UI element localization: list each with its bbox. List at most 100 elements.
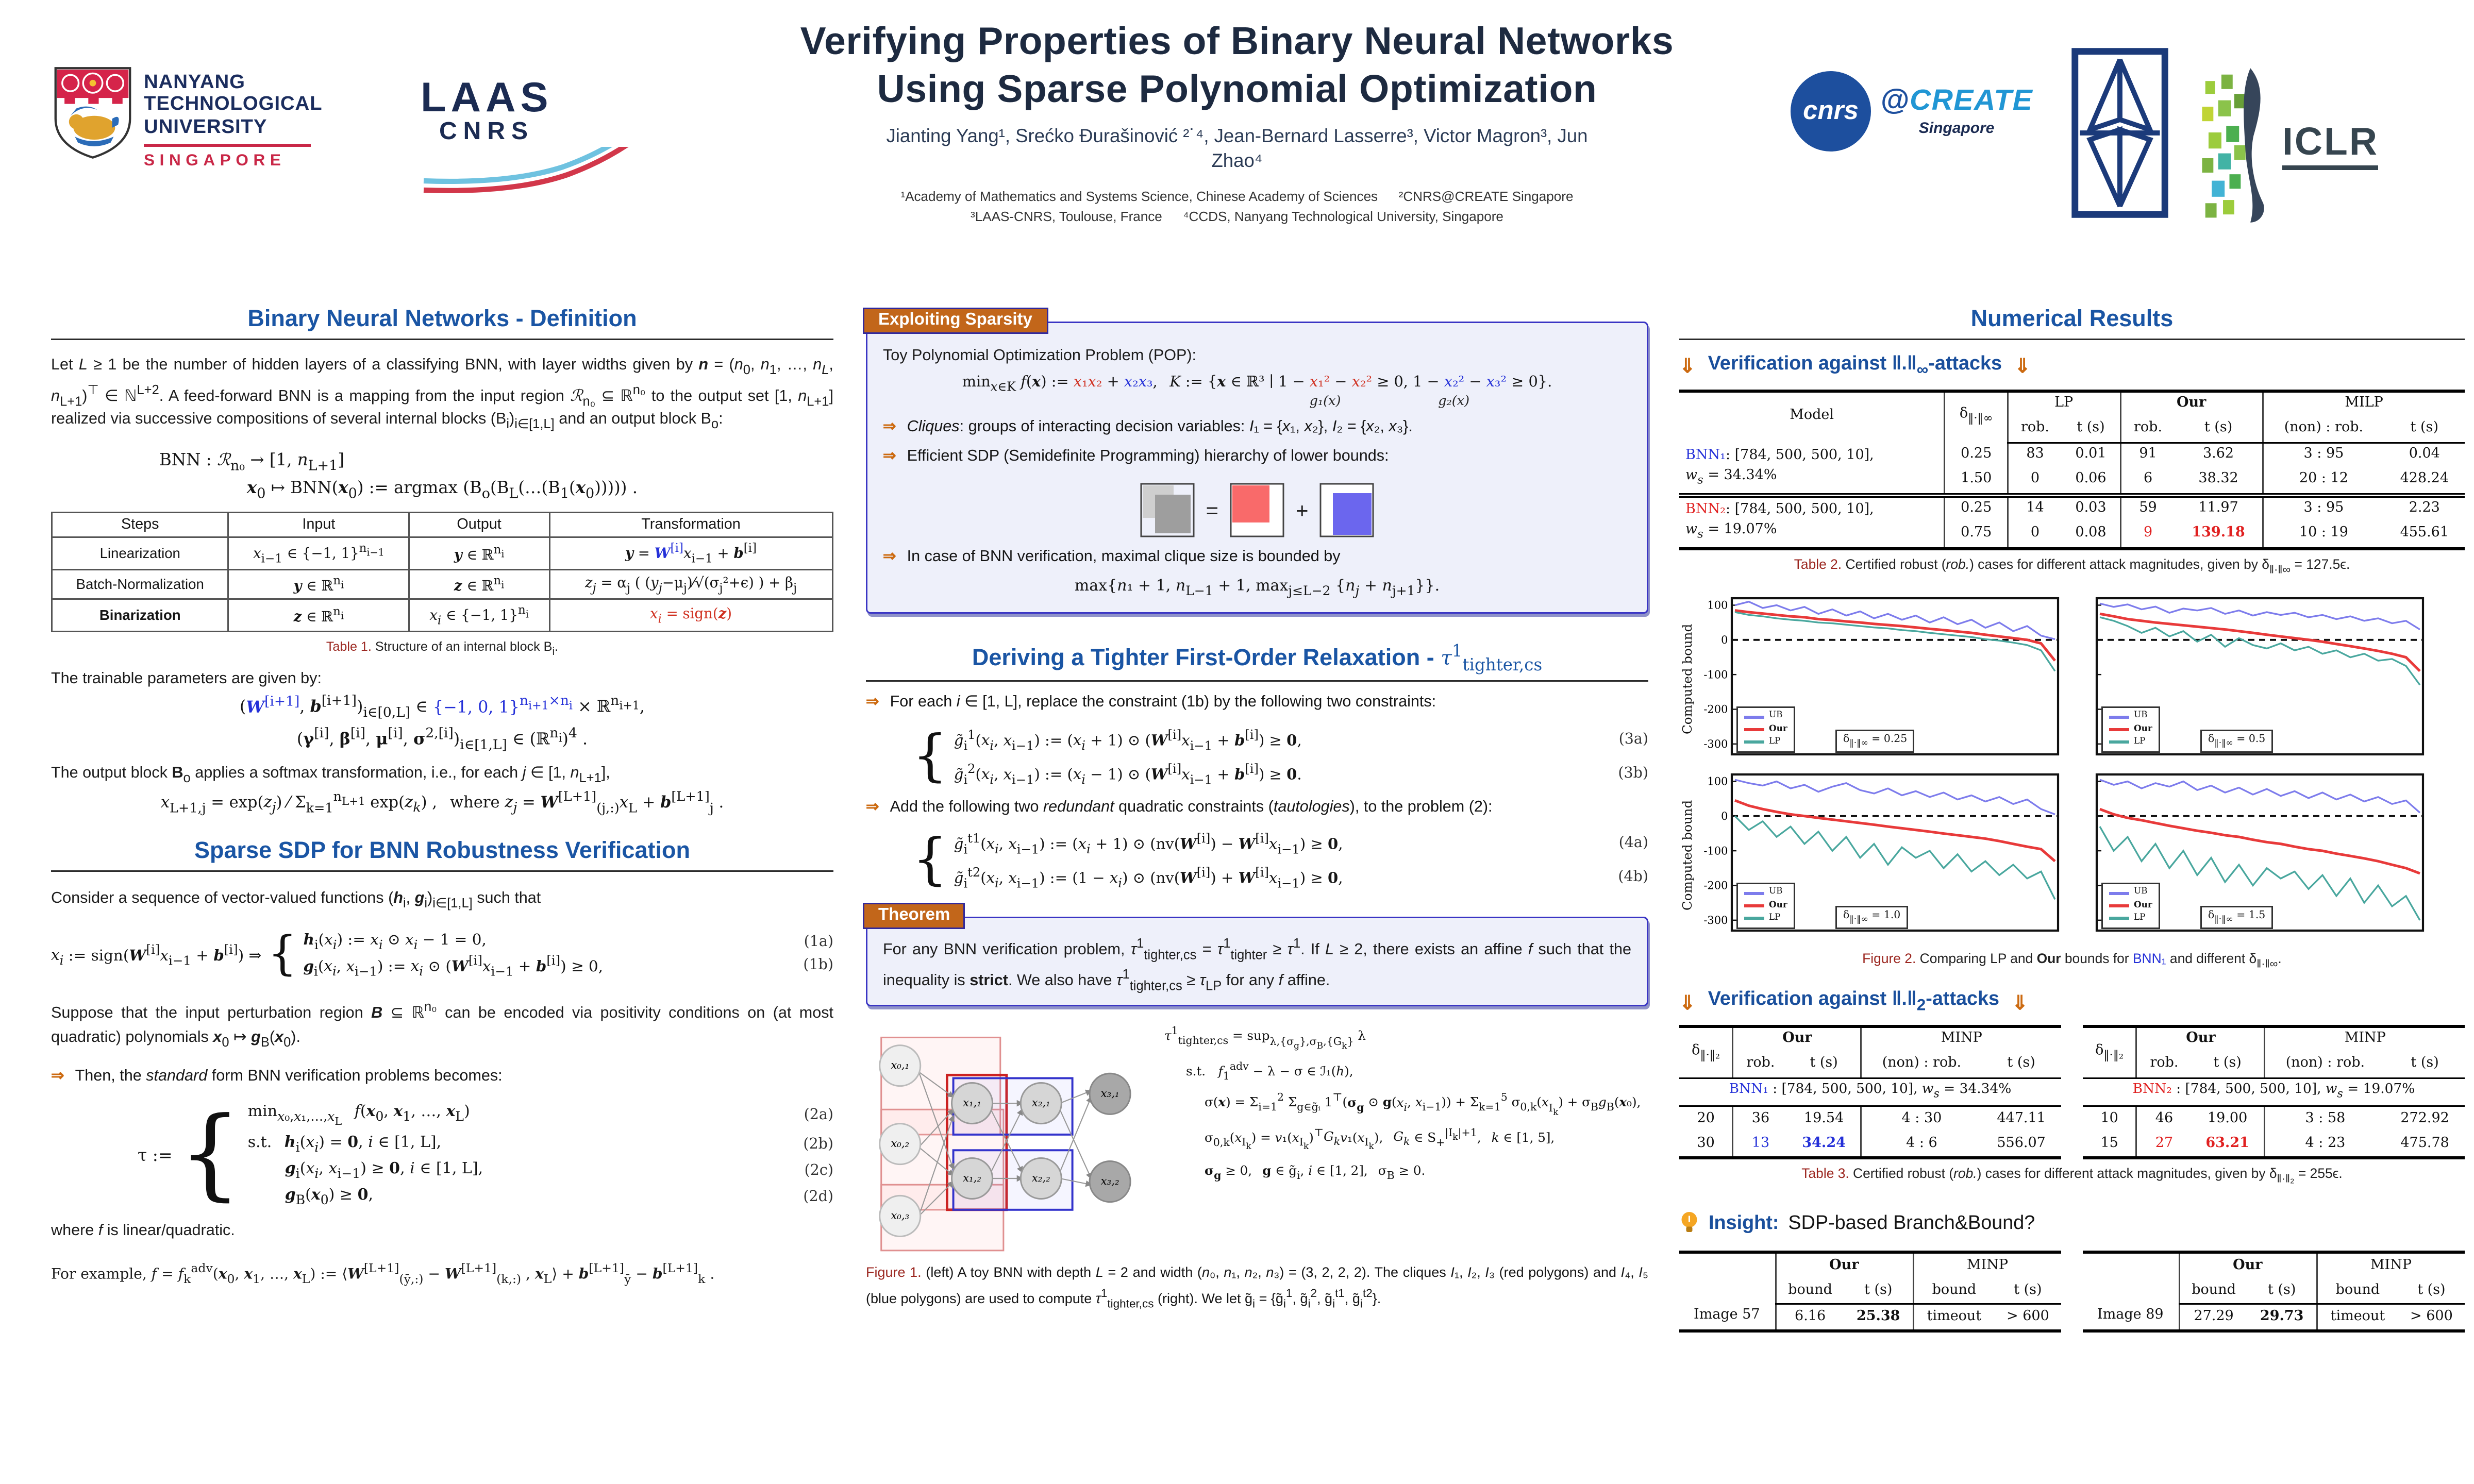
cell: 6.16 [1774, 1304, 1845, 1331]
eq-1a: hi(xi) := xi ⊙ xi − 1 = 0, (1a) [303, 931, 833, 952]
matrix-decomposition-diagram: = + [883, 483, 1631, 538]
table-row: Image 57 6.16 25.38 timeout > 600 [1679, 1304, 2061, 1331]
divider [866, 681, 1648, 683]
formula-line: s.t. f1adv − λ − σ ∈ ℐ₁(h), [1186, 1060, 1353, 1083]
chart-legend: UB Our LP [2101, 883, 2160, 929]
table-row: 0.75 0 0.08 9 139.18 10 : 19 455.61 [1679, 522, 2465, 549]
softmax-eq: xL+1,j = exp(zj) ⁄ Σk=1nL+1 exp(zk) , wh… [160, 790, 724, 817]
eq-4a: g̃it1(xi, xi−1) := (xi + 1) ⊙ (nv(W[i]) … [954, 830, 1648, 857]
cell: Our [2178, 1252, 2317, 1279]
table1-caption: Table 1. Structure of an internal block … [326, 638, 559, 658]
chart-delta-025: 100 0 -100 -200 -300 UB Our LP δ‖·‖∞ = 0.25 [1699, 592, 2064, 765]
cell: 29.73 [2260, 1309, 2304, 1325]
table-row: BNN₂: [784, 500, 500, 10], ws = 19.07% 0.… [1679, 493, 2465, 549]
cell: 15 [2100, 1136, 2118, 1152]
table-row: 10 46 19.00 3 : 58 272.92 [2083, 1106, 2465, 1132]
amss-logo [2069, 46, 2171, 227]
cell: Image 57 [1694, 1308, 1760, 1324]
ntu-divider [144, 143, 311, 147]
table-row: 15 27 63.21 4 : 23 475.78 [2083, 1132, 2465, 1159]
cell: 0.25 [1944, 442, 2008, 468]
table-row: δ‖·‖₂ Our MINP [1679, 1026, 2061, 1061]
eq-system-2: τ := { minx₀,x₁,…,xL f(x0, x1, …, xL) (2a… [138, 1098, 833, 1212]
cell: rob. [2136, 1052, 2191, 1079]
table-row: Batch-Normalization y ∈ ℝni z ∈ ℝni zj =… [51, 568, 834, 600]
clique-size-bullet: ⇒ In case of BNN verification, maximal cl… [883, 548, 1631, 570]
table-row: rob. t (s) (non) : rob. t (s) [2083, 1052, 2465, 1079]
cell: 1.50 [1944, 467, 2008, 495]
params-eq2: (γ[i], β[i], μ[i], σ2,[i])i∈[1,L] ∈ (ℝni… [296, 727, 588, 754]
table-row: Binarization z ∈ ℝni xi ∈ {−1, 1}ni xi =… [51, 598, 834, 632]
cell: 556.07 [1997, 1136, 2046, 1152]
exploiting-sparsity-tab: Exploiting Sparsity [863, 308, 1048, 334]
eq-1b: gi(xi, xi−1) := xi ⊙ (W[i]xi−1 + b[i]) ≥… [303, 951, 833, 979]
cell: 272.92 [2400, 1111, 2449, 1127]
cell: Batch-Normalization [51, 568, 229, 600]
iclr-logo: ICLR [2196, 65, 2379, 226]
create-singapore-label: Singapore [1918, 121, 1995, 138]
cell: MILP [2262, 390, 2465, 417]
insight-line: Insight: SDP-based Branch&Bound? [1679, 1210, 2465, 1235]
svg-text:0: 0 [1721, 633, 1728, 646]
chart-legend: UB Our LP [2101, 707, 2160, 752]
title-block: Verifying Properties of Binary Neural Ne… [665, 19, 1809, 227]
cell: bound [2315, 1278, 2398, 1305]
cell: (non) : rob. [2264, 1052, 2385, 1079]
chart-legend: UB Our LP [1736, 707, 1795, 752]
where-f-paragraph: where f is linear/quadratic. [51, 1223, 235, 1241]
table-row: Linearization xi−1 ∈ {−1, 1}ni−1 y ∈ ℝni… [51, 536, 834, 570]
chart-delta-15: UB Our LP δ‖·‖∞ = 1.5 [2064, 768, 2429, 941]
cell: Our [1774, 1252, 1913, 1279]
table-row: δ‖·‖₂ Our MINP [2083, 1026, 2465, 1061]
cell: 0.01 [2075, 447, 2107, 463]
cell: 10 [2100, 1111, 2118, 1127]
node-label: x₀,₂ [891, 1138, 909, 1151]
table3-bnn2: δ‖·‖₂ Our MINP rob. t (s) (non) : rob. t… [2083, 1024, 2465, 1160]
cell: Steps [51, 512, 229, 538]
divider [1679, 339, 2465, 340]
cell: Our [2136, 1026, 2265, 1053]
eq-2d: gB(x0) ≥ 0, (2d) [285, 1187, 833, 1207]
cell: 0 [2007, 522, 2062, 549]
toy-pop-intro: Toy Polynomial Optimization Problem (POP… [883, 348, 1197, 365]
cell: BNN₂ : [784, 500, 500, 10], ws = 19.07% [2083, 1077, 2465, 1107]
eq-system-1: xi := sign(W[i]xi−1 + b[i]) ⇒ { hi(xi) :… [51, 928, 833, 982]
brace: { [912, 829, 948, 892]
down-arrow-icon: ⇓ [1679, 991, 1696, 1014]
table-row: 20 36 19.54 4 : 30 447.11 [1679, 1106, 2061, 1132]
cell: 0.06 [2075, 471, 2107, 487]
brace: { [268, 927, 297, 982]
section-title-bnn-definition: Binary Neural Networks - Definition [247, 306, 637, 332]
cell: 3 : 95 [2262, 442, 2384, 468]
bnn-mapping-line2: x0 ↦ BNN(x0) := argmax (Bo(BL(…(B1(x0)))… [246, 477, 638, 503]
section-title-numerical-results: Numerical Results [1970, 306, 2174, 332]
figure1-formulas: τ1tighter,cs = supλ,{σg},σB,{Gk} λ s.t. … [1164, 1022, 1648, 1257]
column-sparsity: Exploiting Sparsity Toy Polynomial Optim… [863, 306, 1648, 1312]
output-block-paragraph: The output block Bo applies a softmax tr… [51, 765, 610, 785]
column-results: Numerical Results ⇓ Verification against… [1679, 306, 2465, 1333]
chart-delta-05: UB Our LP δ‖·‖∞ = 0.5 [2064, 592, 2429, 765]
eq-system-4: { g̃it1(xi, xi−1) := (xi + 1) ⊙ (nv(W[i]… [912, 829, 1648, 892]
table-row: BNN₁ : [784, 500, 500, 10], ws = 34.34% [1679, 1077, 2061, 1107]
cell: 0 [2007, 467, 2062, 495]
chart-delta-label: δ‖·‖∞ = 0.25 [1835, 730, 1915, 752]
params-eq1: (W[i+1], b[i+1])i∈[0,L] ∈ {−1, 0, 1}ni+1… [239, 695, 645, 722]
cell: 455.61 [2400, 526, 2449, 542]
bnn-mapping-line1: BNN : ℛn₀ → [1, nL+1] [159, 449, 345, 475]
sdp-bullet: ⇒ Efficient SDP (Semidefinite Programming… [883, 447, 1631, 469]
cell: Image 89 [2097, 1308, 2164, 1324]
gray-matrix-icon [1140, 483, 1194, 538]
poster-title: Verifying Properties of Binary Neural Ne… [800, 20, 1674, 111]
theorem-box: Theorem For any BNN verification problem… [863, 903, 1648, 1007]
cell: MINP [1912, 1252, 2061, 1279]
table-row: Steps Input Output Transformation [51, 512, 834, 538]
amss-emblem-icon [2071, 48, 2168, 218]
example-paragraph: For example, f = fkadv(x0, x1, …, xL) :=… [51, 1261, 715, 1287]
cnrs-wordmark: CNRS [439, 119, 534, 145]
red-matrix-icon [1230, 483, 1284, 538]
consider-paragraph: Consider a sequence of vector-valued fun… [51, 889, 541, 910]
cell: 4 : 6 [1860, 1132, 1982, 1159]
figure1-caption: Figure 1. (left) A toy BNN with depth L … [866, 1265, 1648, 1311]
plus-sign: + [1296, 498, 1309, 523]
brace: { [178, 1098, 242, 1213]
